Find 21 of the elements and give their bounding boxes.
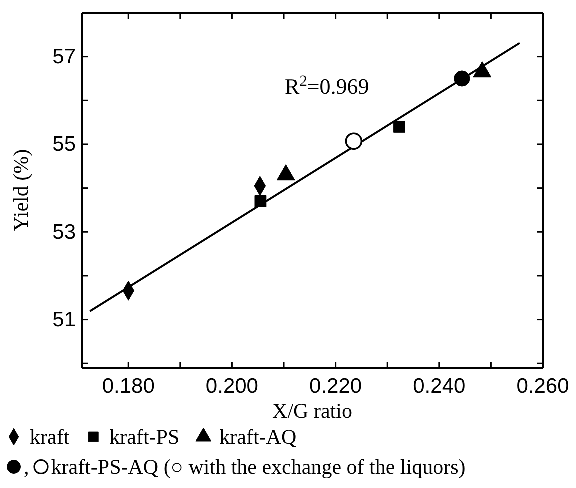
point — [454, 70, 470, 87]
point — [345, 132, 363, 150]
legend-label: , — [24, 455, 30, 479]
y-tick-label: 53 — [52, 220, 76, 244]
y-tick-label: 51 — [52, 308, 76, 332]
legend-label: kraft-AQ — [220, 425, 297, 449]
x-tick-label: 0.260 — [516, 374, 570, 398]
x-axis-title: X/G ratio — [272, 399, 352, 423]
legend-label: kraft — [30, 425, 70, 449]
annotation: R$^{2}$=0.969 — [285, 72, 370, 99]
legend-label: kraft-PS-AQ (○ with the exchange of the liquors) — [51, 455, 466, 479]
x-tick-label: 0.240 — [413, 374, 466, 398]
x-tick-label: 0.180 — [102, 374, 155, 398]
x-tick-label: 0.220 — [310, 374, 362, 398]
x-tick-label: 0.200 — [206, 374, 258, 398]
point — [254, 196, 267, 208]
legend-label: kraft-PS — [110, 425, 180, 449]
point — [394, 121, 406, 133]
y-tick-label: 57 — [52, 46, 76, 69]
y-tick-label: 55 — [52, 133, 76, 156]
y-axis-title: Yield (%) — [9, 149, 33, 232]
